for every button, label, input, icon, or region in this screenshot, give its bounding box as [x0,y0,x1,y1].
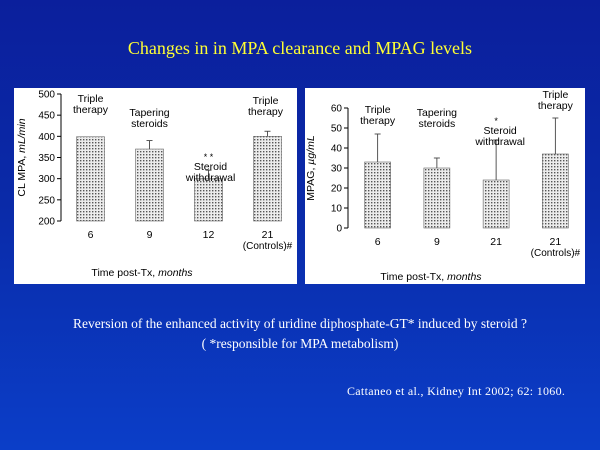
x-tick-label: 12 [203,229,215,241]
y-tick-label: 300 [38,174,55,185]
x-tick-label: 6 [375,236,381,248]
x-tick-label: 21 [262,229,274,241]
y-axis-label: MPAG, µg/mL [305,135,317,201]
x-tick-label: 6 [88,229,94,241]
significance-marker: * * [204,152,214,162]
y-tick-label: 250 [38,195,55,206]
bar-annotation: therapy [360,115,396,127]
bar-annotation: therapy [73,104,109,116]
bar [194,178,223,222]
x-tick-label: 9 [147,229,153,241]
caption-line-2: ( *responsible for MPA metabolism) [201,336,399,351]
bar [253,136,282,222]
slide-title: Changes in in MPA clearance and MPAG lev… [127,38,473,58]
chart-panel-mpag-levels: 0 10 20 30 40 50 60 MPAG, µg/mL 6 Triple therapy 9 T… [305,88,585,284]
bar-annotation: Triple [253,95,279,107]
y-tick-label: 200 [38,217,55,228]
x-tick-label: 21 [550,236,562,248]
bar-annotation: Tapering [129,107,169,119]
bar [135,148,164,222]
y-tick-label: 450 [38,111,55,122]
bar-annotation: therapy [538,100,574,112]
bar-annotation: withdrawal [185,172,236,184]
bar-annotation: Triple [542,89,568,101]
bar [482,179,510,229]
caption-line-1: Reversion of the enhanced activity of ur… [73,316,527,331]
bar-annotation: therapy [248,106,284,118]
bar-annotation: steroids [418,118,455,130]
significance-marker: * [494,116,498,126]
bar-annotation: Steroid [483,125,516,137]
y-tick-label: 30 [331,164,343,175]
bar [76,136,105,222]
bar-annotation: Steroid [194,161,227,173]
x-tick-label: 21 [490,236,502,248]
bar [364,161,391,229]
x-tick-sublabel: (Controls)# [243,241,293,252]
x-axis-label: Time post-Tx, months [91,267,193,279]
bar-annotation: Triple [78,93,104,105]
y-axis-label: CL MPA, mL/min [16,118,28,196]
y-tick-label: 350 [38,153,55,164]
y-tick-label: 40 [331,144,343,155]
y-tick-label: 50 [331,124,343,135]
bar [423,167,451,229]
bar-annotation: Tapering [417,107,457,119]
bar [542,153,569,229]
x-tick-sublabel: (Controls)# [531,248,581,259]
bar-annotation: steroids [131,118,168,130]
y-tick-label: 400 [38,132,55,143]
bar-annotation: Triple [365,104,391,116]
bar-annotation: withdrawal [474,136,525,148]
y-tick-label: 0 [336,224,342,235]
chart-mpa-clearance: 200 250 300 350 400 450 500 CL MPA, mL/min 6 Trip… [16,90,293,280]
y-tick-label: 10 [331,204,343,215]
citation: Cattaneo et al., Kidney Int 2002; 62: 10… [347,384,566,398]
x-axis-label: Time post-Tx, months [380,271,482,283]
y-tick-label: 20 [331,184,343,195]
y-tick-label: 60 [331,104,343,115]
chart-panel-mpa-clearance: 200 250 300 350 400 450 500 CL MPA, mL/min 6 Trip… [14,88,297,284]
y-tick-label: 500 [38,90,55,101]
x-tick-label: 9 [434,236,440,248]
